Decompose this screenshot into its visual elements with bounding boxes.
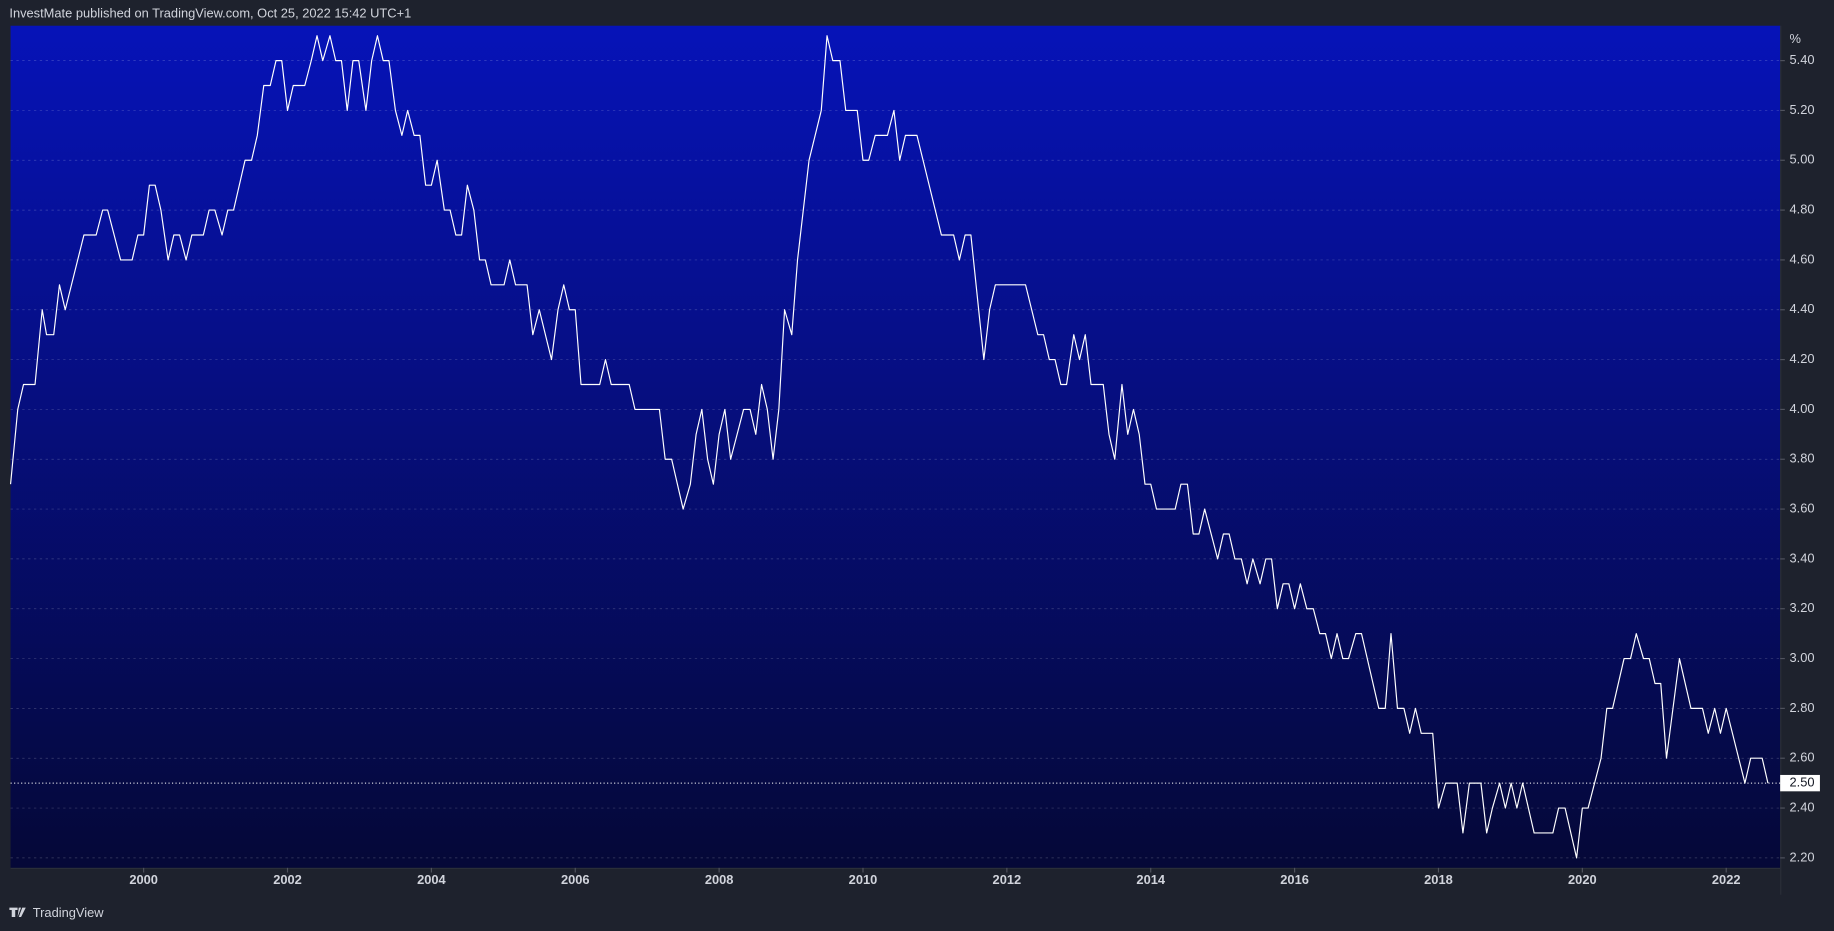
last-price-label: 2.50	[1790, 775, 1815, 790]
y-tick-label: 2.20	[1790, 849, 1815, 864]
x-tick-label: 2022	[1712, 872, 1741, 887]
y-tick-label: 3.00	[1790, 650, 1815, 665]
y-tick-label: 3.80	[1790, 451, 1815, 466]
x-tick-label: 2010	[849, 872, 878, 887]
y-tick-label: 4.60	[1790, 251, 1815, 266]
x-tick-label: 2020	[1568, 872, 1597, 887]
y-unit: %	[1790, 31, 1801, 46]
y-tick-label: 3.40	[1790, 550, 1815, 565]
y-tick-label: 4.20	[1790, 351, 1815, 366]
y-tick-label: 2.60	[1790, 750, 1815, 765]
logo-icon	[9, 907, 26, 917]
y-tick-label: 4.00	[1790, 401, 1815, 416]
y-tick-label: 3.60	[1790, 500, 1815, 515]
y-tick-label: 4.40	[1790, 301, 1815, 316]
footer-brand: TradingView	[33, 905, 104, 920]
y-tick-label: 4.80	[1790, 201, 1815, 216]
y-tick-label: 5.00	[1790, 152, 1815, 167]
y-tick-label: 2.80	[1790, 700, 1815, 715]
y-tick-label: 5.20	[1790, 102, 1815, 117]
x-tick-label: 2012	[993, 872, 1022, 887]
x-tick-label: 2016	[1280, 872, 1309, 887]
x-tick-label: 2000	[129, 872, 158, 887]
footer-logo	[9, 907, 26, 917]
x-tick-label: 2004	[417, 872, 446, 887]
plot-background	[10, 25, 1781, 868]
y-tick-label: 3.20	[1790, 600, 1815, 615]
last-price-tag	[1780, 774, 1820, 792]
x-tick-label: 2018	[1424, 872, 1453, 887]
x-tick-label: 2006	[561, 872, 590, 887]
x-tick-label: 2002	[273, 872, 302, 887]
header-text: InvestMate published on TradingView.com,…	[9, 5, 411, 20]
y-tick-label: 2.40	[1790, 799, 1815, 814]
x-tick-label: 2008	[705, 872, 734, 887]
x-tick-label: 2014	[1136, 872, 1165, 887]
y-tick-label: 5.40	[1790, 52, 1815, 67]
